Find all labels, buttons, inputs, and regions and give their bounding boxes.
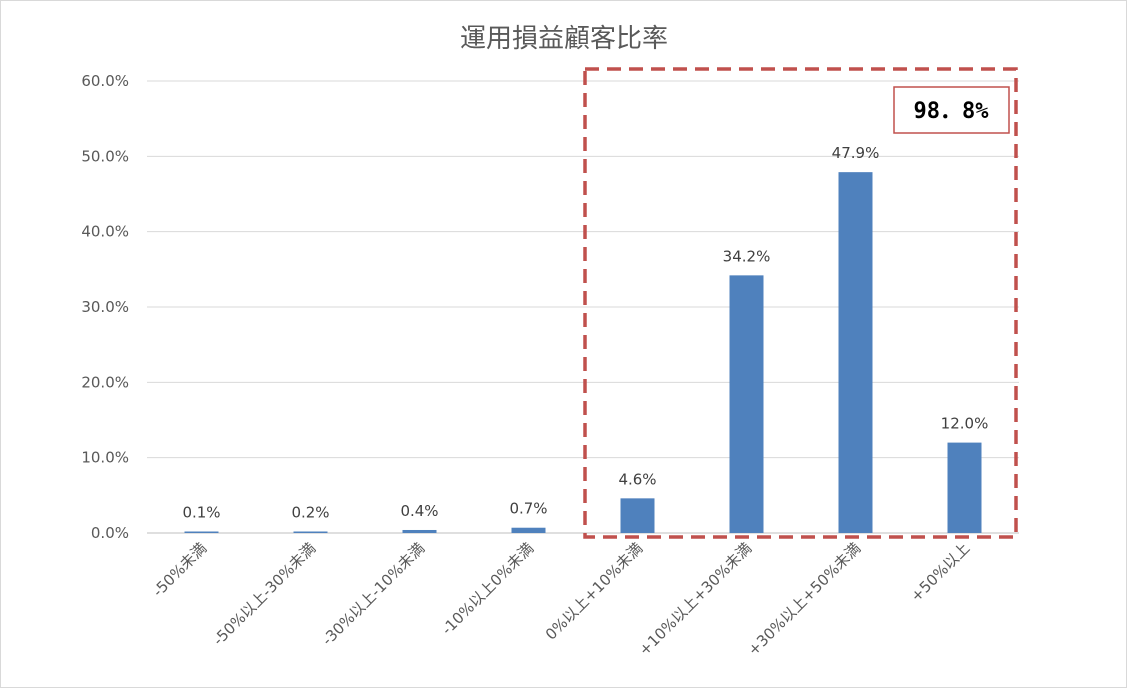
data-label: 4.6%	[618, 470, 656, 488]
highlight-callout-box	[893, 86, 1010, 134]
bar	[838, 172, 873, 534]
gridlines	[147, 80, 1019, 534]
highlight-callout-label: 98．8%	[914, 99, 990, 124]
x-category-label: +30%以上+50%未満	[744, 539, 864, 659]
y-tick-label: 0.0%	[91, 524, 129, 542]
y-tick-label: 60.0%	[81, 72, 129, 90]
bar	[293, 531, 328, 533]
x-category-label: -50%以上-30%未満	[209, 539, 319, 649]
y-tick-label: 40.0%	[81, 223, 129, 241]
y-tick-label: 10.0%	[81, 449, 129, 467]
x-category-label: -50%未満	[149, 539, 210, 600]
data-label: 0.2%	[291, 503, 329, 521]
chart-title: 運用損益顧客比率	[460, 24, 668, 54]
x-category-label: -30%以上-10%未満	[318, 539, 428, 649]
data-label: 0.7%	[509, 500, 547, 518]
bar	[511, 527, 546, 533]
y-axis-tick-labels: 0.0% 10.0% 20.0% 30.0% 40.0% 50.0% 60.0%	[81, 72, 129, 542]
data-label: 47.9%	[832, 144, 880, 162]
highlight-group: 98．8%	[583, 67, 1018, 539]
data-label: 0.4%	[400, 502, 438, 520]
data-label: 0.1%	[182, 504, 220, 522]
bars	[184, 172, 982, 534]
y-tick-label: 30.0%	[81, 298, 129, 316]
bar	[947, 442, 982, 533]
bar	[620, 498, 655, 533]
bar	[402, 529, 437, 533]
data-label: 34.2%	[723, 247, 771, 265]
y-tick-label: 20.0%	[81, 373, 129, 391]
y-tick-label: 50.0%	[81, 147, 129, 165]
x-category-label: +10%以上+30%未満	[635, 539, 755, 659]
x-axis-category-labels: -50%未満 -50%以上-30%未満 -30%以上-10%未満 -10%以上0%未満…	[149, 539, 973, 659]
data-label: 12.0%	[941, 415, 989, 433]
x-category-label: -10%以上0%未満	[438, 539, 537, 638]
bar	[184, 531, 219, 533]
data-labels: 0.1% 0.2% 0.4% 0.7% 4.6% 34.2% 47.9% 12.0%	[182, 144, 988, 521]
bar	[729, 275, 764, 533]
x-category-label: +50%以上	[907, 539, 973, 605]
x-category-label: 0%以上+10%未満	[542, 539, 646, 643]
highlight-dashed-box	[583, 67, 1018, 539]
